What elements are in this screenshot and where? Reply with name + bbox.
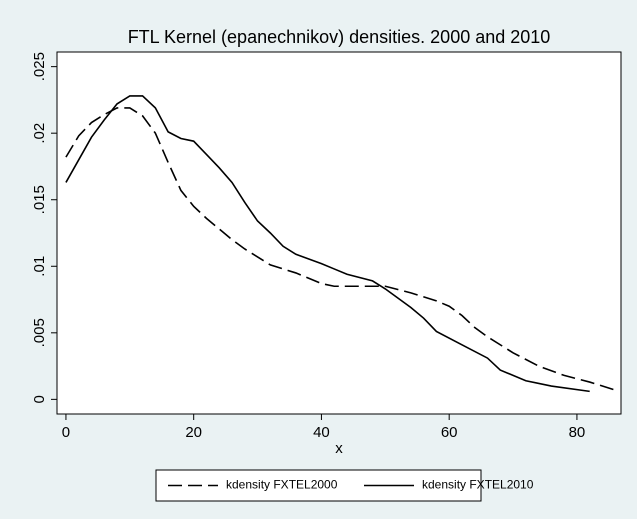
- x-tick-label: 80: [569, 424, 586, 441]
- x-tick-label: 0: [62, 424, 70, 441]
- x-axis-label: x: [335, 440, 343, 457]
- x-tick-label: 60: [441, 424, 458, 441]
- legend-label: kdensity FXTEL2010: [422, 478, 534, 492]
- x-tick-label: 40: [313, 424, 330, 441]
- y-tick-label: .01: [31, 256, 48, 277]
- y-tick-label: 0: [31, 395, 48, 403]
- y-tick-label: .025: [31, 52, 48, 81]
- line: [65, 95, 590, 393]
- x-tick-label: 20: [185, 424, 202, 441]
- y-tick-label: .005: [31, 318, 48, 347]
- y-tick-label: .015: [31, 185, 48, 214]
- chart-title: FTL Kernel (epanechnikov) densities. 200…: [128, 27, 551, 47]
- plot-area: [56, 51, 622, 415]
- y-tick-label: .02: [31, 123, 48, 144]
- legend-label: kdensity FXTEL2000: [226, 478, 338, 492]
- line: [65, 107, 616, 391]
